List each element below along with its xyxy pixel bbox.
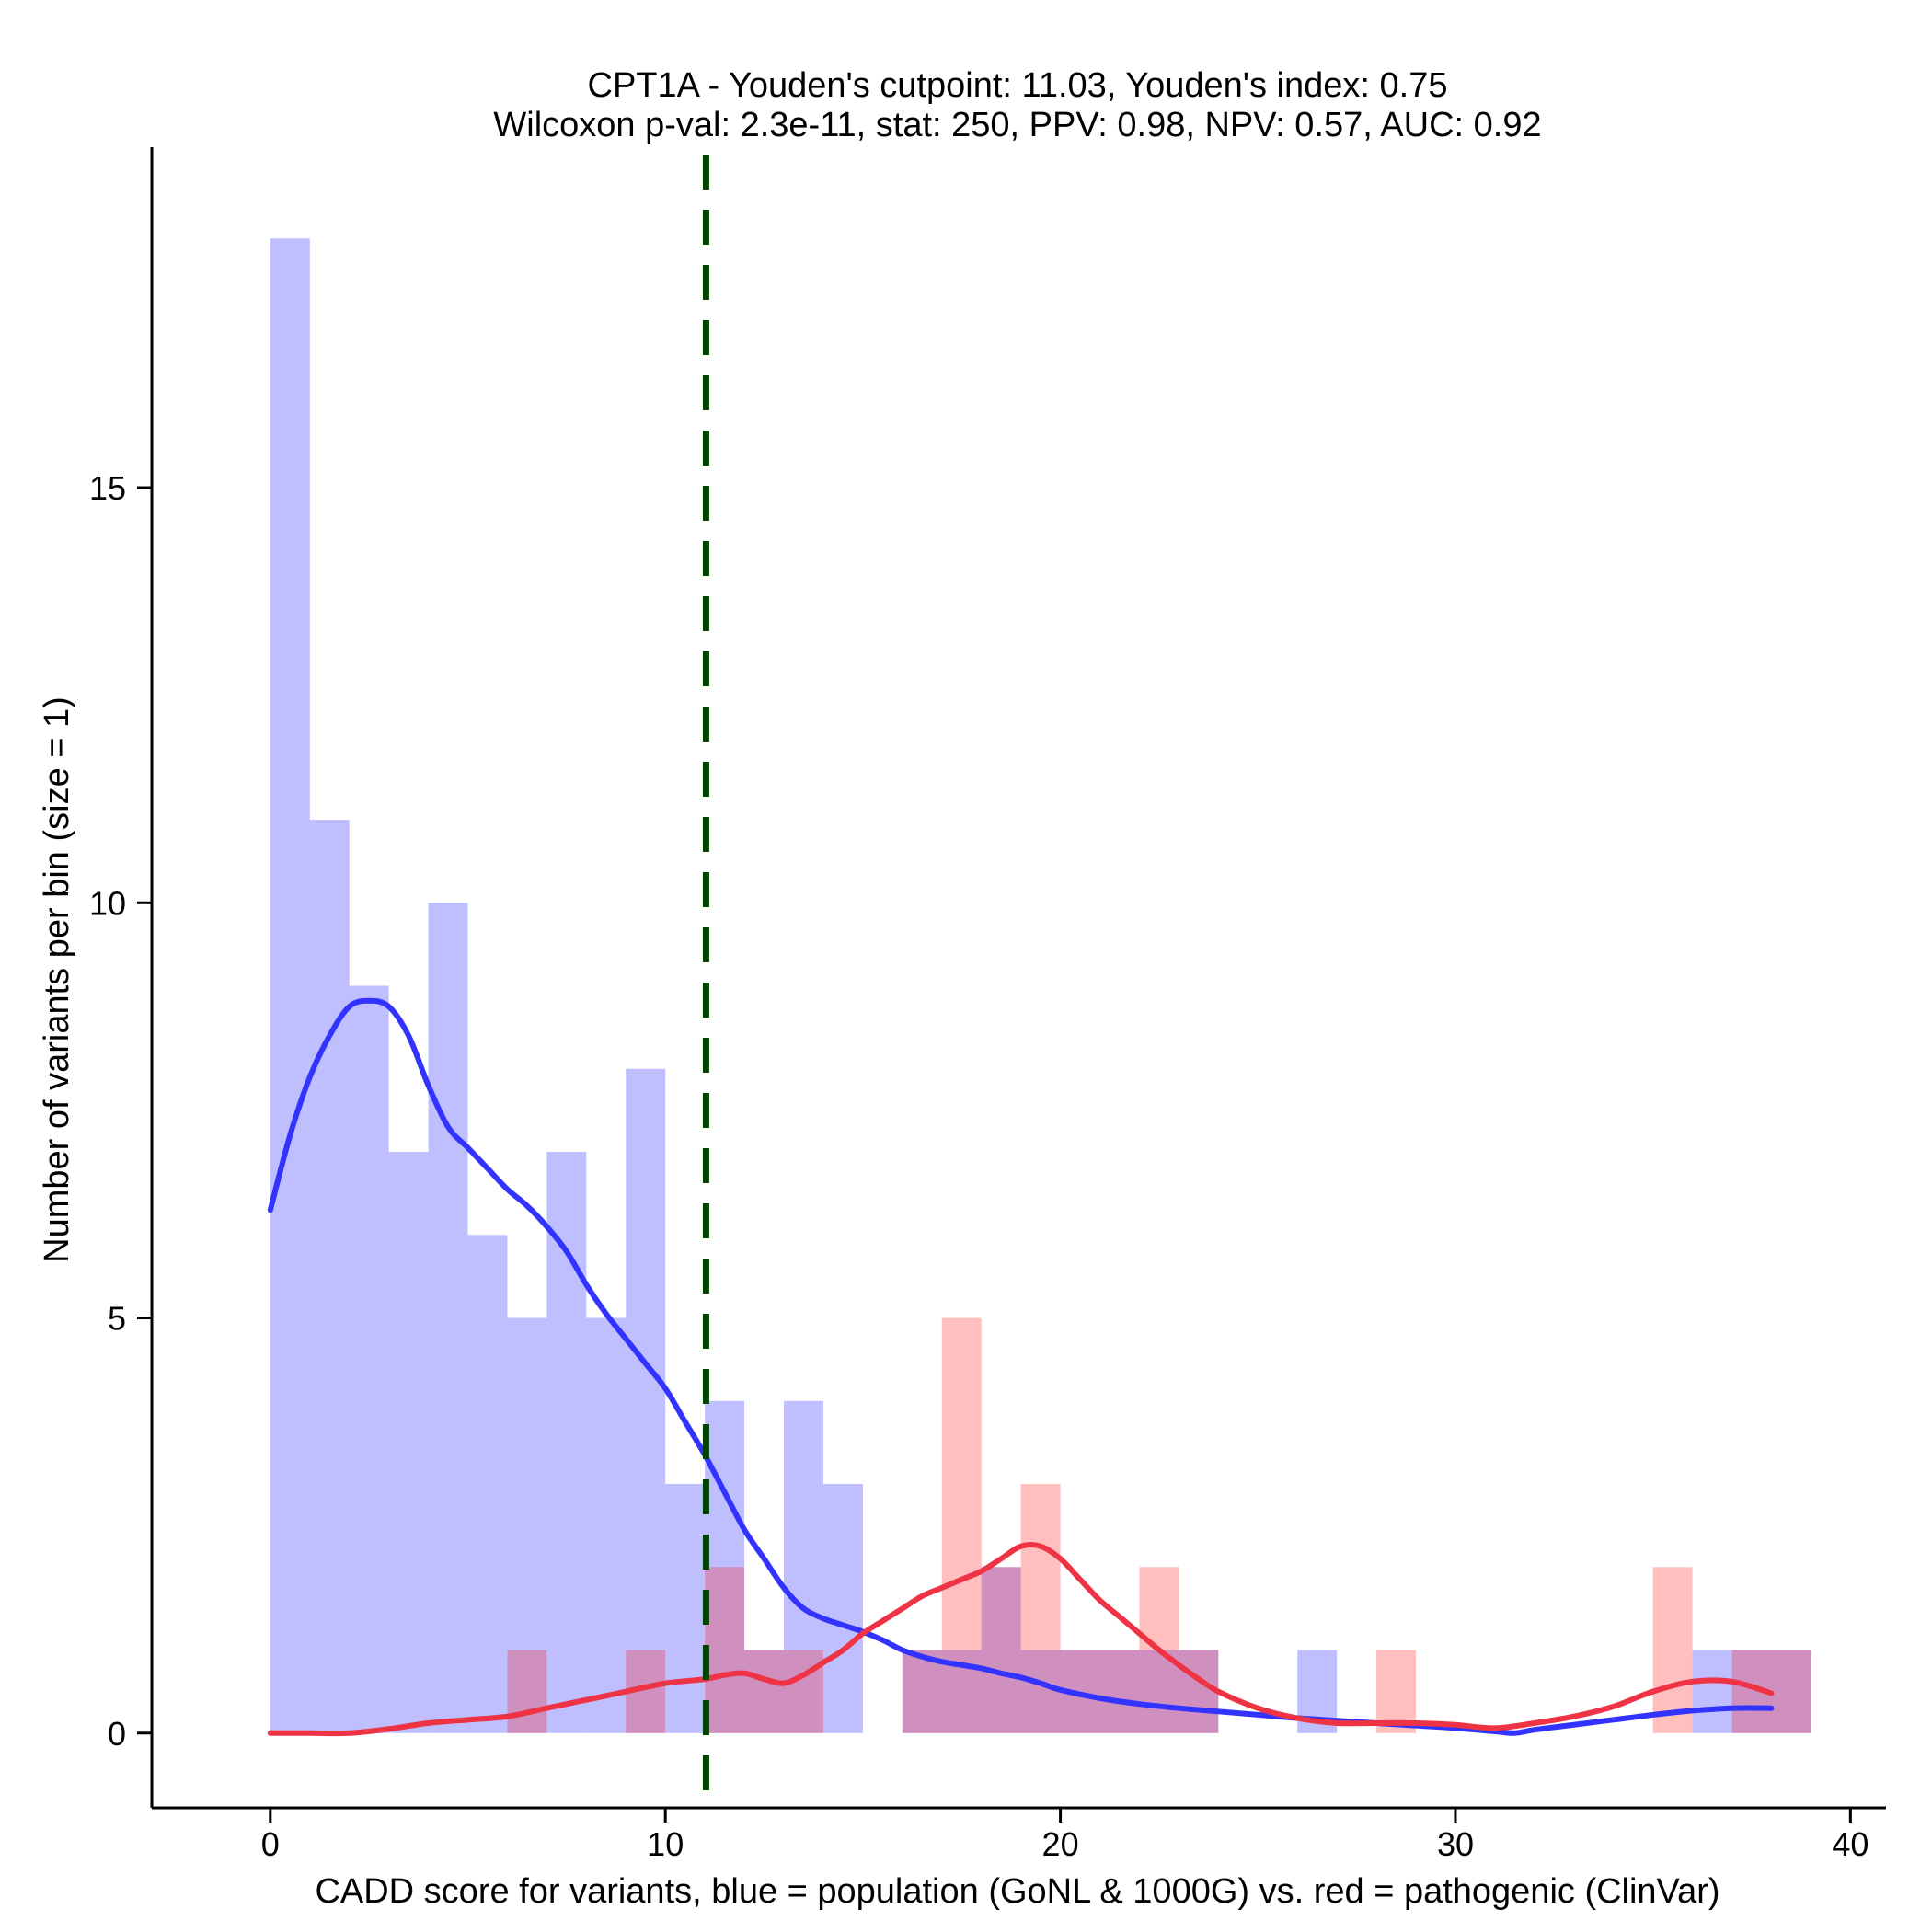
pathogenic-bar	[1179, 1650, 1219, 1733]
population-bar	[1099, 1650, 1140, 1733]
pathogenic-bar	[1652, 1567, 1693, 1733]
population-bar	[586, 1317, 627, 1733]
y-tick-label: 15	[89, 469, 126, 507]
pathogenic-bar	[941, 1317, 982, 1733]
x-tick-label: 40	[1832, 1825, 1869, 1863]
x-tick-label: 20	[1042, 1825, 1079, 1863]
pathogenic-bar	[1099, 1650, 1140, 1733]
pathogenic-bar	[784, 1650, 823, 1733]
population-bar	[1692, 1650, 1732, 1733]
population-bar	[507, 1317, 547, 1733]
population-bar	[349, 985, 389, 1733]
x-tick-label: 10	[647, 1825, 684, 1863]
pathogenic-bar	[1020, 1484, 1061, 1733]
pathogenic-bar	[902, 1650, 942, 1733]
pathogenic-bar	[744, 1650, 785, 1733]
population-bar	[1179, 1650, 1219, 1733]
population-bar	[309, 820, 350, 1733]
population-bar	[270, 238, 310, 1733]
x-axis-label: CADD score for variants, blue = populati…	[315, 1872, 1719, 1911]
population-bar	[1020, 1650, 1061, 1733]
population-bar	[546, 1152, 587, 1733]
y-tick-label: 10	[89, 884, 126, 922]
population-bar	[467, 1235, 508, 1733]
x-tick-label: 30	[1437, 1825, 1474, 1863]
population-bar	[388, 1152, 429, 1733]
pathogenic-bar	[705, 1567, 745, 1733]
y-tick-label: 0	[108, 1715, 126, 1753]
pathogenic-density-line	[267, 1542, 1775, 1737]
density-lines-layer	[267, 155, 1775, 1808]
population-bar	[665, 1484, 706, 1733]
population-bar	[902, 1650, 942, 1733]
pathogenic-bars-layer	[507, 1317, 1811, 1733]
pathogenic-bar	[507, 1650, 547, 1733]
y-tick-label: 5	[108, 1300, 126, 1338]
population-bar	[744, 1650, 785, 1733]
population-bar	[428, 903, 468, 1733]
y-axis-label: Number of variants per bin (size = 1)	[38, 696, 76, 1263]
pathogenic-bar	[1376, 1650, 1417, 1733]
chart-title-line1: CPT1A - Youden's cutpoint: 11.03, Youden…	[588, 66, 1448, 105]
chart-title-line2: Wilcoxon p-val: 2.3e-11, stat: 250, PPV:…	[493, 106, 1541, 144]
population-bars-layer	[270, 238, 1811, 1733]
pathogenic-bar	[1771, 1650, 1811, 1733]
population-bar	[981, 1567, 1021, 1733]
population-bar	[822, 1484, 863, 1733]
pathogenic-bar	[981, 1567, 1021, 1733]
x-tick-label: 0	[261, 1825, 280, 1863]
population-bar	[1139, 1650, 1179, 1733]
axes-layer: 0 10 20 30 40 0 5 10 15	[89, 147, 1886, 1863]
population-bar	[626, 1068, 666, 1733]
population-bar	[1771, 1650, 1811, 1733]
